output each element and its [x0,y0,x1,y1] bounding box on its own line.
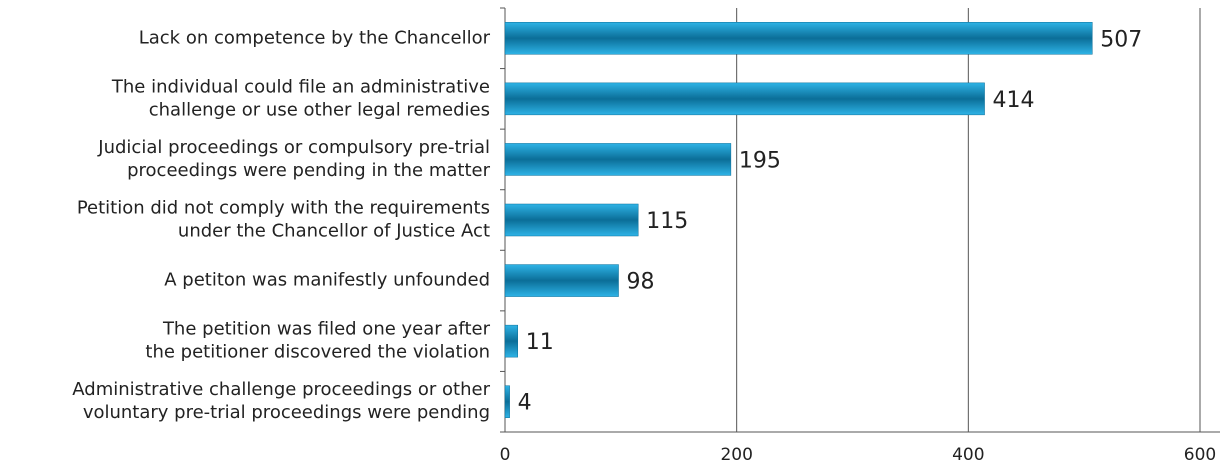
value-label: 98 [627,270,655,295]
category-label: The petition was filed one year after [162,319,491,340]
value-label: 507 [1100,27,1142,52]
category-label: under the Chancellor of Justice Act [178,221,490,242]
x-tick-label: 0 [500,445,511,465]
category-label: the petitioner discovered the violation [145,342,490,363]
x-tick-label: 400 [952,445,984,465]
bar [504,264,619,297]
bar [504,324,518,358]
x-tick-label: 600 [1184,445,1216,465]
category-label: Administrative challenge proceedings or … [72,379,490,400]
category-label: Judicial proceedings or compulsory pre-t… [97,137,490,158]
bar [504,22,1093,55]
category-label: voluntary pre-trial proceedings were pen… [83,402,490,423]
value-label: 11 [526,330,554,355]
category-label: challenge or use other legal remedies [149,99,490,120]
bar [504,203,639,237]
x-tick-label: 200 [720,445,752,465]
bar [504,82,985,116]
value-label: 4 [518,391,532,416]
category-label: proceedings were pending in the matter [127,160,490,181]
category-label: Lack on competence by the Chancellor [139,27,491,48]
bar [504,143,732,176]
category-label: A petiton was manifestly unfounded [164,270,490,291]
category-label: The individual could file an administrat… [111,76,490,97]
category-label: Petition did not comply with the require… [77,198,490,219]
bar [504,385,510,418]
value-label: 414 [993,88,1035,113]
value-label: 195 [739,148,781,173]
value-label: 115 [646,209,688,234]
